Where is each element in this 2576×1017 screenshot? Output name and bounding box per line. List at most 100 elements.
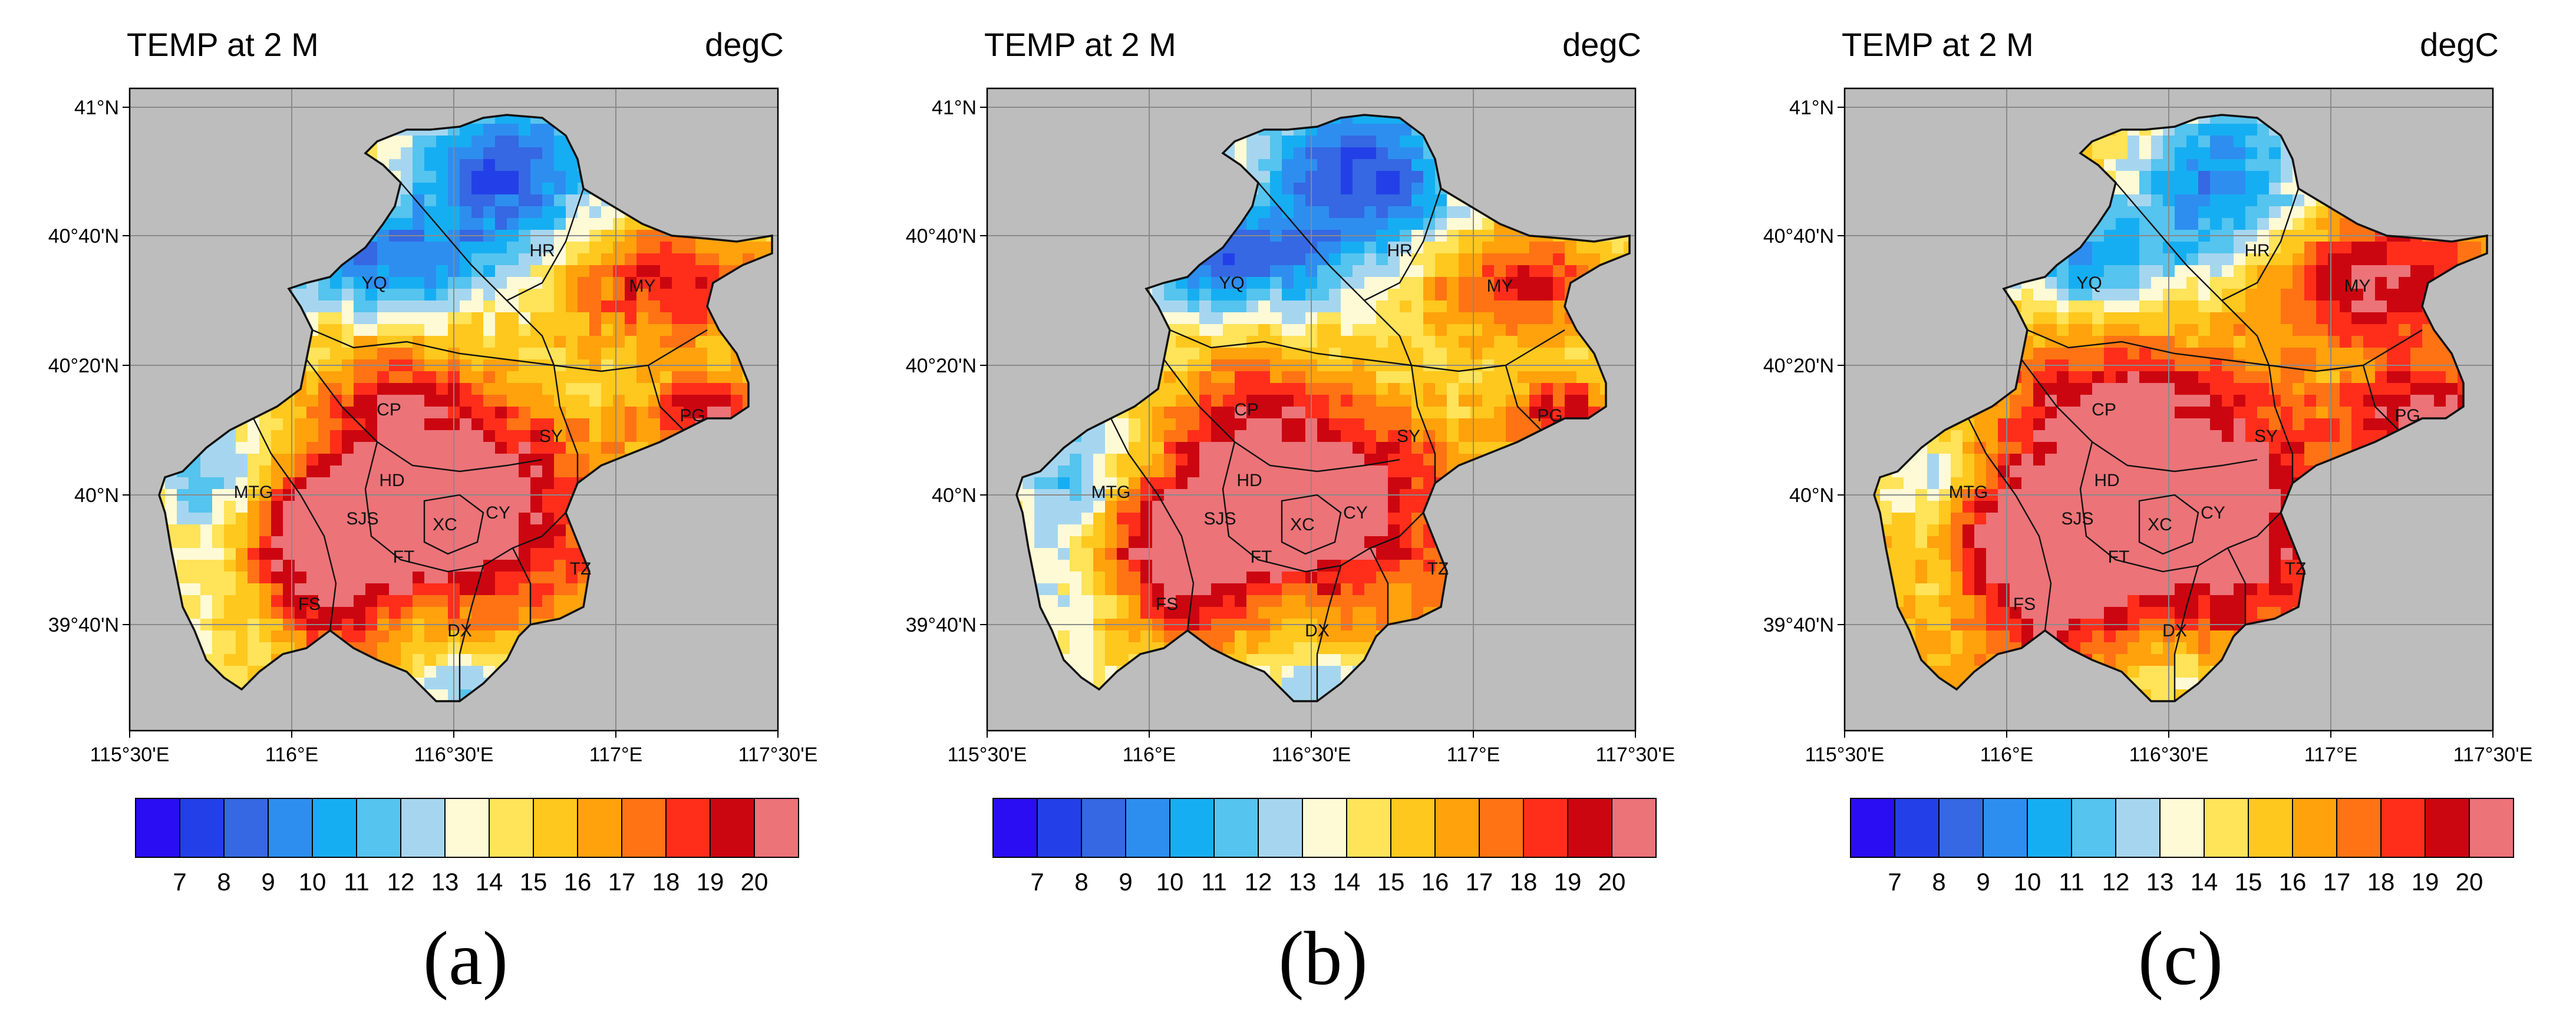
district-boundary [1364, 188, 1442, 302]
district-label-sjs: SJS [2061, 509, 2093, 529]
colorbar-label: 15 [520, 868, 547, 896]
colorbar-label: 17 [608, 868, 636, 896]
unit-label: degC [1562, 26, 1641, 63]
colorbar-label: 14 [1333, 868, 1361, 896]
district-boundary [252, 418, 337, 631]
colorbar-label: 13 [431, 868, 459, 896]
lon-tick-label: 117°E [2304, 744, 2357, 766]
colorbar-label: 15 [2235, 868, 2262, 896]
district-boundary [1222, 441, 1424, 573]
district-boundary [2021, 359, 2258, 473]
unit-label: degC [2420, 26, 2499, 63]
lon-tick-label: 117°30'E [1596, 744, 1675, 766]
district-label-sy: SY [1397, 427, 1420, 446]
district-label-sy: SY [2254, 427, 2278, 446]
colorbar-swatch [1346, 798, 1391, 858]
colorbar-swatch [665, 798, 711, 858]
district-boundary [512, 547, 532, 625]
colorbar-swatch [1938, 798, 1984, 858]
colorbar-swatch [2159, 798, 2205, 858]
district-label-mtg: MTG [1949, 483, 1988, 502]
district-label-hr: HR [1387, 241, 1412, 260]
district-boundary [423, 494, 484, 555]
gridlines [130, 88, 778, 731]
district-boundary [553, 365, 579, 483]
panel-title: TEMP at 2 M [1842, 26, 2034, 63]
colorbar-label: 8 [217, 868, 230, 896]
lon-tick-label: 116°E [1980, 744, 2033, 766]
lat-tick-label: 40°N [1789, 484, 1834, 507]
lat-tick-label: 40°20'N [906, 355, 977, 377]
district-boundary [2227, 547, 2247, 625]
colorbar-swatch [1434, 798, 1480, 858]
colorbar-label: 19 [697, 868, 724, 896]
colorbar-swatch [1894, 798, 1940, 858]
colorbar-swatch [577, 798, 622, 858]
colorbar-swatch [135, 798, 180, 858]
district-label-tz: TZ [570, 559, 592, 579]
colorbar-swatch [1258, 798, 1303, 858]
district-boundary [1316, 565, 1342, 701]
colorbar-label: 10 [1156, 868, 1184, 896]
district-boundary [459, 565, 484, 701]
district-boundary [2027, 329, 2423, 372]
district-label-cy: CY [1343, 503, 1368, 523]
colorbar-label: 9 [1119, 868, 1132, 896]
colorbar-label: 11 [1201, 868, 1227, 896]
colorbar-label: 18 [652, 868, 680, 896]
colorbar-label: 8 [1932, 868, 1945, 896]
lat-tick-label: 39°40'N [48, 614, 119, 636]
district-label-hd: HD [379, 471, 404, 490]
colorbar-swatch [1081, 798, 1126, 858]
panel-title: TEMP at 2 M [127, 26, 319, 63]
colorbar-label: 20 [741, 868, 768, 896]
colorbar-label: 11 [344, 868, 370, 896]
colorbar-label: 16 [564, 868, 592, 896]
beijing-boundary [1015, 114, 1631, 702]
colorbar-label: 18 [2367, 868, 2395, 896]
lat-tick-label: 40°N [932, 484, 977, 507]
district-label-dx: DX [1305, 621, 1330, 640]
colorbar-swatch [356, 798, 401, 858]
district-label-mtg: MTG [1091, 483, 1131, 502]
colorbar-label: 10 [2014, 868, 2041, 896]
district-label-fs: FS [2013, 595, 2036, 614]
colorbar-label: 14 [2191, 868, 2218, 896]
district-label-yq: YQ [1219, 273, 1244, 293]
district-boundary [1110, 418, 1195, 631]
colorbar-swatch [444, 798, 490, 858]
colorbar-swatch [2248, 798, 2293, 858]
district-label-dx: DX [447, 621, 472, 640]
district-boundary [2173, 565, 2199, 701]
colorbar-label: 13 [1289, 868, 1317, 896]
beijing-boundary [1873, 114, 2488, 702]
lon-tick-label: 115°30'E [948, 744, 1027, 766]
district-label-tz: TZ [2285, 559, 2307, 579]
colorbar-swatch [223, 798, 269, 858]
colorbar-label: 19 [1554, 868, 1582, 896]
district-boundary [1369, 547, 1389, 625]
district-label-fs: FS [298, 595, 321, 614]
district-boundary [2268, 365, 2294, 483]
lon-tick-label: 116°30'E [1272, 744, 1351, 766]
colorbar-label: 10 [299, 868, 326, 896]
district-label-hr: HR [529, 241, 555, 260]
colorbar-swatch [1567, 798, 1612, 858]
colorbar-label: 16 [2279, 868, 2307, 896]
lon-tick-label: 117°30'E [2453, 744, 2533, 766]
colorbar-swatch [1479, 798, 1524, 858]
colorbar-swatch [754, 798, 799, 858]
panel-letter: (c) [2138, 916, 2223, 1001]
colorbar-swatch [2425, 798, 2470, 858]
lon-tick-label: 115°30'E [90, 744, 170, 766]
colorbar-swatch [2204, 798, 2249, 858]
district-boundary [506, 188, 585, 302]
district-label-pg: PG [2394, 406, 2420, 425]
colorbar-swatch [2071, 798, 2116, 858]
lon-tick-label: 117°30'E [738, 744, 818, 766]
lat-tick-label: 40°N [74, 484, 119, 507]
colorbar-label: 12 [1245, 868, 1272, 896]
district-label-hd: HD [1236, 471, 1262, 490]
